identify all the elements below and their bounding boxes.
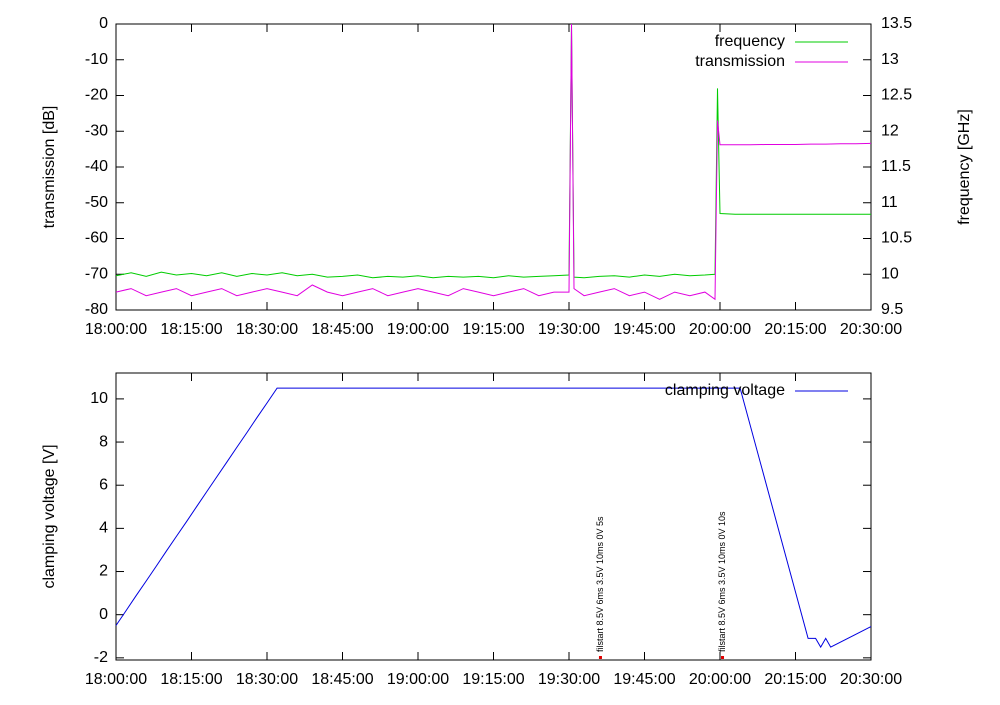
y-tick-label: 8 [99, 433, 108, 450]
annotation: filstart 8.5V 6ms 3.5V 10ms 0V 5s [595, 516, 605, 652]
y-tick-label: -30 [85, 122, 108, 139]
y-tick-label: -20 [85, 87, 108, 104]
y-tick-label: -50 [85, 194, 108, 211]
y2-tick-label: 12.5 [881, 87, 912, 104]
x-tick-label: 20:00:00 [689, 321, 751, 338]
x-tick-label: 19:00:00 [387, 321, 449, 338]
y2-tick-label: 11 [881, 194, 898, 211]
y-tick-label: -80 [85, 301, 108, 318]
y2-tick-label: 11.5 [881, 158, 911, 175]
legend-label: transmission [695, 53, 785, 70]
y-axis-title: transmission [dB] [41, 106, 58, 229]
x-tick-label: 20:30:00 [840, 321, 902, 338]
y-tick-label: -60 [85, 230, 108, 247]
y2-tick-label: 13 [881, 51, 899, 68]
series-line [115, 23, 871, 279]
x-tick-label: 18:45:00 [311, 671, 373, 688]
y2-tick-label: 12 [881, 122, 899, 139]
x-tick-label: 20:30:00 [840, 671, 902, 688]
series-line [115, 387, 872, 649]
y2-axis-title: frequency [GHz] [956, 109, 973, 225]
y2-tick-label: 10.5 [881, 230, 912, 247]
y-tick-label: 6 [99, 476, 108, 493]
y-tick-label: -40 [85, 158, 108, 175]
y2-tick-label: 13.5 [881, 15, 912, 32]
legend-label: clamping voltage [665, 382, 785, 399]
x-tick-label: 19:00:00 [387, 671, 449, 688]
annotation-marker [721, 656, 725, 659]
x-tick-label: 18:15:00 [160, 321, 222, 338]
x-tick-label: 18:45:00 [311, 321, 373, 338]
y-tick-label: 0 [99, 15, 108, 32]
legend-label: frequency [715, 33, 785, 50]
x-tick-label: 20:15:00 [764, 671, 826, 688]
x-tick-label: 18:00:00 [85, 671, 147, 688]
y-axis-title: clamping voltage [V] [41, 444, 58, 588]
x-tick-label: 19:45:00 [613, 671, 675, 688]
y2-tick-label: 10 [881, 265, 899, 282]
y-tick-label: -2 [94, 649, 108, 666]
x-tick-label: 20:15:00 [764, 321, 826, 338]
x-tick-label: 18:00:00 [85, 321, 147, 338]
x-tick-label: 18:30:00 [236, 321, 298, 338]
x-tick-label: 19:30:00 [538, 321, 600, 338]
x-tick-label: 19:30:00 [538, 671, 600, 688]
x-tick-label: 18:15:00 [160, 671, 222, 688]
x-tick-label: 19:15:00 [462, 321, 524, 338]
annotation-marker [598, 656, 602, 659]
y2-tick-label: 9.5 [881, 301, 903, 318]
y-tick-label: 10 [90, 390, 108, 407]
annotation: filstart 8.5V 6ms 3.5V 10ms 0V 10s [717, 511, 727, 652]
y-tick-label: 2 [99, 563, 108, 580]
series-line [115, 23, 872, 301]
y-tick-label: -10 [85, 51, 108, 68]
y-tick-label: -70 [85, 265, 108, 282]
y-tick-label: 4 [99, 520, 108, 537]
x-tick-label: 19:45:00 [613, 321, 675, 338]
x-tick-label: 20:00:00 [689, 671, 751, 688]
x-tick-label: 19:15:00 [462, 671, 524, 688]
x-tick-label: 18:30:00 [236, 671, 298, 688]
y-tick-label: 0 [99, 606, 108, 623]
